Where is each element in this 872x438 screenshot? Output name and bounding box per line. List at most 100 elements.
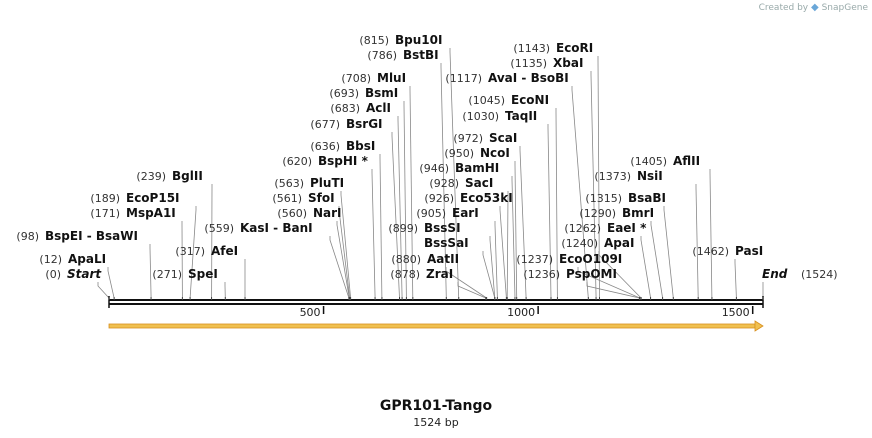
cut-site-bsssi[interactable]: (899) BssSI [388,221,460,235]
site-name-label: BbsI [346,139,375,153]
site-leader-37 [598,251,642,299]
site-position-label: (708) [341,72,371,85]
site-leader-29 [519,146,527,299]
site-leader-26 [506,191,509,299]
site-position-label: (317) [175,245,205,258]
site-name-label: MspA1I [126,206,176,220]
cut-site-zrai[interactable]: (878) ZraI [390,267,453,281]
cut-site-ecori[interactable]: (1143) EcoRI [513,41,593,55]
site-position-label: (1373) [594,170,631,183]
site-name-label: XbaI [553,56,583,70]
cut-site-bpu10i[interactable]: (815) Bpu10I [359,33,442,47]
site-leader-16 [403,101,407,299]
site-name-label: TaqII [505,109,537,123]
site-position-label: (1315) [585,192,622,205]
cut-site-taqii[interactable]: (1030) TaqII [462,109,537,123]
cut-site-bsssai[interactable]: BssSaI [424,236,469,250]
site-leader-9 [336,221,350,299]
cut-site-eco53ki[interactable]: (926) Eco53kI [424,191,512,205]
cut-site-bbsi[interactable]: (636) BbsI [310,139,375,153]
site-position-label: (946) [419,162,449,175]
cut-site-mspa1i[interactable]: (171) MspA1I [90,206,175,220]
site-name-label: NcoI [480,146,510,160]
site-name-label: BspEI - BsaWI [45,229,138,243]
feature-arrow-head[interactable] [754,320,764,332]
site-name-label: Bpu10I [395,33,442,47]
site-position-label: (1524) [801,268,838,281]
cut-site-aflii[interactable]: (1405) AflII [630,154,700,168]
site-leader-43 [734,259,737,299]
cut-site-nari[interactable]: (560) NarI [277,206,341,220]
site-position-label: (1236) [523,268,560,281]
cut-site-sfoi[interactable]: (561) SfoI [272,191,334,205]
cut-site-bspei-bsawi[interactable]: (98) BspEI - BsaWI [16,229,138,243]
site-name-label: BspHI * [318,154,369,168]
site-position-label: (1462) [692,245,729,258]
cut-site-start[interactable]: (0) Start [45,267,102,281]
feature-arrow-body[interactable] [108,323,756,329]
axis-tick-label-500: 500 [300,306,321,319]
cut-site-econi[interactable]: (1045) EcoNI [468,93,549,107]
axis-tick-label-1000: 1000 [507,306,535,319]
site-leader-25 [499,206,507,299]
site-position-label: (563) [274,177,304,190]
cut-site-bmri[interactable]: (1290) BmrI [579,206,654,220]
cut-site-eari[interactable]: (905) EarI [416,206,478,220]
cut-site-ncoi[interactable]: (950) NcoI [444,146,509,160]
site-leader-14 [391,132,400,299]
cut-site-acli[interactable]: (683) AclI [330,101,391,115]
cut-site-xbai[interactable]: (1135) XbaI [510,56,583,70]
site-leader-8 [329,236,350,299]
cut-site-spei[interactable]: (271) SpeI [152,267,217,281]
site-position-label: (1262) [564,222,601,235]
site-name-label: SfoI [308,191,335,205]
site-leader-28 [514,161,518,299]
cut-site-scai[interactable]: (972) ScaI [453,131,517,145]
cut-site-bglii[interactable]: (239) BglII [136,169,202,183]
cut-site-bsmi[interactable]: (693) BsmI [329,86,398,100]
site-name-label: BamHI [455,161,499,175]
cut-site-saci[interactable]: (928) SacI [429,176,493,190]
cut-site-bsabi[interactable]: (1315) BsaBI [585,191,666,205]
feature-arrow[interactable] [108,320,764,332]
site-name-label: NarI [313,206,342,220]
cut-site-ecop15i[interactable]: (189) EcoP15I [90,191,179,205]
site-position-label: (880) [391,253,421,266]
cut-site-afei[interactable]: (317) AfeI [175,244,238,258]
cut-site-apai[interactable]: (1240) ApaI [561,236,634,250]
cut-site-bsphi-[interactable]: (620) BspHI * [282,154,368,168]
cut-site-end[interactable]: (1524) End [762,267,838,281]
site-leader-19 [449,48,460,299]
cut-site-bamhi[interactable]: (946) BamHI [419,161,499,175]
cut-site-pasi[interactable]: (1462) PasI [692,244,763,258]
cut-site-mlui[interactable]: (708) MluI [341,71,406,85]
cut-site-ecoo109i[interactable]: (1237) EcoO109I [516,252,622,266]
cut-site-pluti[interactable]: (563) PluTI [274,176,344,190]
cut-site-bstbi[interactable]: (786) BstBI [367,48,438,62]
site-position-label: (98) [16,230,39,243]
cut-site-kasi-bani[interactable]: (559) KasI - BanI [204,221,312,235]
site-position-label: (786) [367,49,397,62]
site-name-label: AclI [366,101,391,115]
site-name-label: BmrI [622,206,654,220]
cut-site-apali[interactable]: (12) ApaLI [39,252,106,266]
cut-site-nsii[interactable]: (1373) NsiI [594,169,662,183]
site-leader-35 [586,282,640,299]
cut-site-avai-bsobi[interactable]: (1117) AvaI - BsoBI [445,71,568,85]
site-leader-11 [340,191,351,299]
cut-site-eaei-[interactable]: (1262) EaeI * [564,221,647,235]
site-leader-32 [571,86,589,299]
site-leaders [97,48,764,299]
site-name-label: PasI [735,244,763,258]
site-name-label: BssSaI [424,236,469,250]
cut-site-bsrgi[interactable]: (677) BsrGI [310,117,382,131]
site-position-label: (1290) [579,207,616,220]
cut-site-aatii[interactable]: (880) AatII [391,252,459,266]
site-name-label: MluI [377,71,406,85]
site-position-label: (1405) [630,155,667,168]
site-name-label: EaeI * [607,221,647,235]
site-name-label: EarI [452,206,479,220]
cut-site-pspomi[interactable]: (1236) PspOMI [523,267,617,281]
map-title: GPR101-Tango [379,398,493,414]
site-leader-0 [107,267,115,299]
